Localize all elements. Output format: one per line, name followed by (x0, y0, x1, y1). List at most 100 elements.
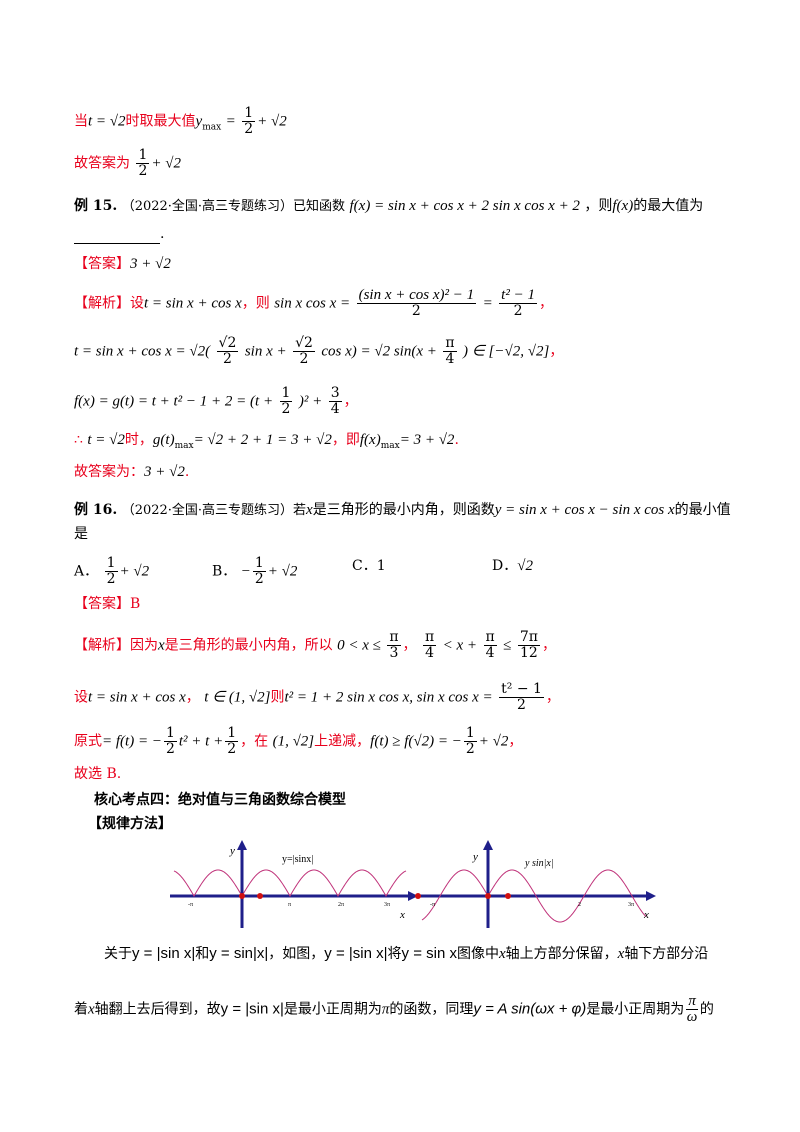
text: 的函数，同理 (389, 1001, 474, 1018)
math: x (158, 637, 165, 654)
text: 时， (124, 432, 153, 448)
solution-16-line2: 设t = sin x + cos x， t ∈ (1, √2]则t² = 1 +… (74, 682, 560, 713)
math: y = |sin x| (324, 945, 388, 962)
math: cos x) = √2 sin(x + (321, 343, 437, 360)
math: sin x cos x = (274, 295, 351, 312)
solution-15-line4: ∴ t = √2时，g(t)max= √2 + 2 + 1 = 3 + √2，即… (74, 430, 459, 456)
text: 故答案为： (74, 464, 144, 480)
math: x (498, 946, 506, 962)
example-label: 例 15. (74, 198, 118, 214)
text: 是最小正周期为 (586, 1001, 685, 1018)
text: 轴翻上去后得到，故 (94, 1001, 221, 1018)
math: ) ∈ [−√2, √2] (463, 343, 550, 360)
answer-label: 【答案】 (74, 596, 130, 612)
text: 故选 B. (74, 766, 122, 782)
text: ，则 (241, 295, 270, 312)
answer-label: 【答案】 (74, 256, 130, 272)
text: 关于 (104, 946, 132, 962)
math: y = sin x + cos x − sin x cos x (494, 502, 675, 518)
text: ， (541, 637, 556, 654)
text: ， (185, 689, 200, 706)
math: √2 (517, 558, 533, 574)
text: 是最小正周期为 (283, 1001, 382, 1018)
text: ， (508, 733, 523, 750)
math: + √2 (267, 563, 298, 580)
subscript: max (380, 440, 400, 451)
text: 是三角形的最小内角，所以 (164, 637, 333, 654)
text: 的最大值为 (633, 198, 704, 214)
option-c: C．1 (352, 556, 386, 576)
right-y-arrow (483, 840, 493, 850)
text: ， (343, 393, 358, 410)
math: t = √2 (87, 432, 125, 448)
text: ， (545, 689, 560, 706)
text: 原式 (74, 733, 102, 750)
left-tick-neg-pi: -π (188, 902, 193, 908)
math: 0 < x ≤ (337, 637, 381, 654)
math: f(x) (612, 198, 634, 214)
answer-value: B (130, 596, 141, 612)
fraction: √2 2 (293, 335, 315, 367)
text: 的 (699, 1001, 714, 1018)
math: = 3 + √2 (399, 432, 455, 448)
math: f(x) (359, 432, 381, 448)
fraction: 7π 12 (517, 629, 540, 661)
answer-line: 故答案为 1 2 + √2 (74, 148, 181, 179)
math: t² + t + (178, 733, 224, 750)
text: 图像中 (456, 946, 499, 962)
option-label: D． (492, 558, 518, 574)
paragraph-line1: 关于y = |sin x|和y = sin|x|，如图，y = |sin x|将… (104, 944, 708, 964)
example-15-question: 例 15. （2022·全国·高三专题练习）已知函数 f(x) = sin x … (74, 196, 703, 217)
abs-sine-graphs: y y=|sinx| x -π π 2π 3π y y sin|x| x -π … (170, 840, 656, 928)
text: . (184, 464, 190, 480)
section-title: 核心考点四：绝对值与三角函数综合模型 (94, 790, 346, 810)
solution-15-final: 故答案为：3 + √2. (74, 462, 189, 482)
math: t = sin x + cos x (144, 295, 242, 312)
fraction: √2 2 (216, 335, 239, 367)
math: y = A sin(ωx + φ) (473, 1000, 587, 1018)
math: x (88, 1001, 95, 1018)
right-x-label: x (643, 909, 649, 921)
text: ， (402, 637, 417, 654)
math: + √2 (257, 113, 287, 130)
option-a: A． 1 2 + √2 (74, 556, 149, 587)
option-label: B． (212, 563, 237, 580)
text: 故答案为 (74, 155, 130, 172)
math: f(x) = sin x + cos x + 2 sin x cos x + 2 (349, 198, 580, 214)
text: 当 (74, 113, 88, 130)
solution-label: 【解析】设 (74, 295, 144, 312)
solution-15-line2: t = sin x + cos x = √2( √2 2 sin x + √2 2 … (74, 335, 564, 367)
answer-15: 【答案】3 + √2 (74, 254, 171, 274)
text: ，在 (240, 733, 269, 750)
text: 设 (74, 689, 88, 706)
option-d: D．√2 (492, 556, 533, 576)
math: )² + (298, 393, 323, 410)
math: y = sin x (401, 945, 457, 962)
left-y-label: y (229, 845, 235, 857)
text: 则 (270, 689, 285, 706)
answer-16: 【答案】B (74, 594, 140, 614)
text: 着 (74, 1001, 88, 1018)
example-16-question: 例 16. （2022·全国·高三专题练习）若x是三角形的最小内角，则函数y =… (74, 500, 731, 521)
math: = f(t) = − (102, 733, 162, 750)
section-title-text: 核心考点四：绝对值与三角函数综合模型 (94, 792, 346, 808)
text: ，则 (584, 198, 613, 214)
math: t² = 1 + 2 sin x cos x, sin x cos x = (284, 689, 493, 706)
example-16-line2: 是 (74, 524, 88, 544)
math: f(x) = g(t) = t + t² − 1 + 2 = (t + (74, 393, 274, 410)
solution-15-line1: 【解析】设t = sin x + cos x，则 sin x cos x = (… (74, 288, 553, 319)
math: y = |sin x| (132, 945, 196, 962)
right-curve (421, 869, 647, 923)
math: = √2 + 2 + 1 = 3 + √2 (193, 432, 332, 448)
